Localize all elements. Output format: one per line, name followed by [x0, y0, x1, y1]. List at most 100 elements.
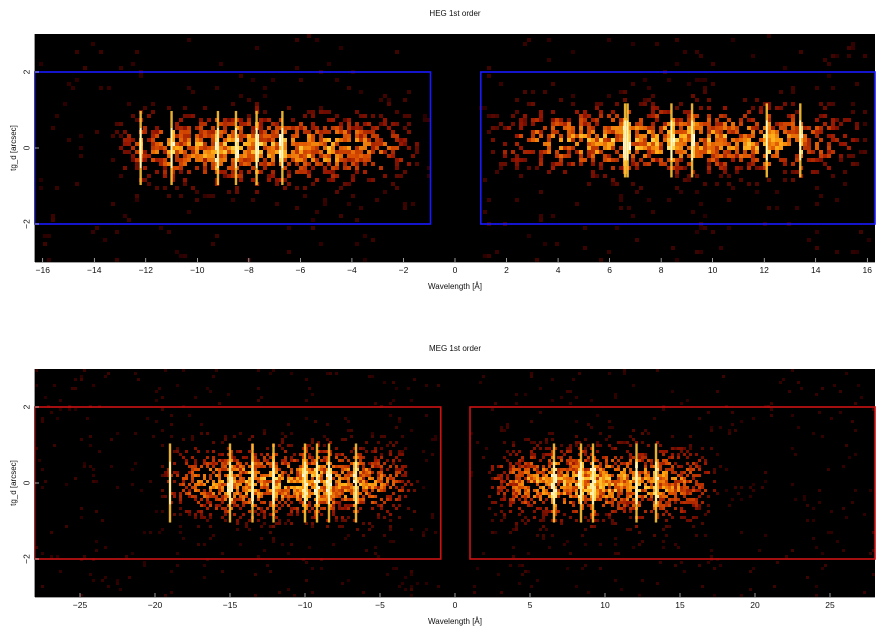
count-cell	[639, 126, 643, 130]
count-cell	[254, 594, 257, 597]
count-cell	[308, 504, 311, 507]
count-cell	[335, 471, 338, 474]
count-cell	[581, 492, 584, 495]
count-cell	[203, 489, 206, 492]
count-cell	[314, 492, 317, 495]
count-cell	[855, 126, 859, 130]
count-cell	[797, 381, 800, 384]
count-cell	[371, 146, 375, 150]
count-cell	[620, 474, 623, 477]
count-cell	[224, 519, 227, 522]
x-axis-label: Wavelength [Å]	[428, 282, 482, 291]
count-cell	[512, 528, 515, 531]
count-cell	[851, 42, 855, 46]
count-cell	[763, 154, 767, 158]
count-cell	[185, 462, 188, 465]
count-cell	[512, 546, 515, 549]
count-cell	[195, 138, 199, 142]
count-cell	[692, 498, 695, 501]
count-cell	[347, 489, 350, 492]
count-cell	[320, 459, 323, 462]
count-cell	[695, 465, 698, 468]
count-cell	[410, 585, 413, 588]
count-cell	[363, 234, 367, 238]
count-cell	[659, 480, 662, 483]
count-cell	[703, 226, 707, 230]
count-cell	[203, 564, 206, 567]
count-cell	[254, 453, 257, 456]
count-cell	[194, 489, 197, 492]
count-cell	[557, 489, 560, 492]
count-cell	[575, 468, 578, 471]
count-cell	[302, 483, 305, 486]
count-cell	[302, 465, 305, 468]
count-cell	[263, 465, 266, 468]
count-cell	[723, 154, 727, 158]
count-cell	[860, 396, 863, 399]
count-cell	[338, 507, 341, 510]
count-cell	[728, 432, 731, 435]
count-cell	[715, 118, 719, 122]
count-cell	[689, 444, 692, 447]
count-cell	[783, 178, 787, 182]
count-cell	[305, 465, 308, 468]
count-cell	[569, 480, 572, 483]
count-cell	[327, 154, 331, 158]
count-cell	[287, 513, 290, 516]
count-cell	[239, 126, 243, 130]
count-cell	[740, 420, 743, 423]
count-cell	[191, 186, 195, 190]
count-cell	[536, 465, 539, 468]
count-cell	[223, 130, 227, 134]
count-cell	[339, 150, 343, 154]
count-cell	[567, 126, 571, 130]
count-cell	[203, 492, 206, 495]
count-cell	[491, 138, 495, 142]
count-cell	[182, 477, 185, 480]
count-cell	[687, 110, 691, 114]
count-cell	[104, 375, 107, 378]
count-cell	[263, 166, 267, 170]
count-cell	[224, 465, 227, 468]
count-cell	[650, 483, 653, 486]
count-cell	[659, 477, 662, 480]
count-cell	[377, 459, 380, 462]
count-cell	[590, 489, 593, 492]
count-cell	[278, 486, 281, 489]
count-cell	[287, 588, 290, 591]
count-cell	[650, 510, 653, 513]
count-cell	[551, 519, 554, 522]
count-cell	[599, 495, 602, 498]
count-cell	[257, 519, 260, 522]
count-cell	[254, 477, 257, 480]
count-cell	[581, 498, 584, 501]
count-cell	[269, 570, 272, 573]
count-cell	[95, 549, 98, 552]
count-cell	[281, 498, 284, 501]
count-cell	[179, 150, 183, 154]
count-cell	[245, 462, 248, 465]
count-cell	[615, 102, 619, 106]
count-cell	[779, 106, 783, 110]
count-cell	[551, 483, 554, 486]
count-cell	[227, 504, 230, 507]
count-cell	[524, 516, 527, 519]
count-cell	[267, 134, 271, 138]
count-cell	[311, 459, 314, 462]
count-cell	[683, 178, 687, 182]
count-cell	[239, 471, 242, 474]
count-cell	[821, 435, 824, 438]
count-cell	[319, 134, 323, 138]
count-cell	[227, 150, 231, 154]
count-cell	[509, 480, 512, 483]
count-cell	[587, 456, 590, 459]
count-cell	[483, 210, 487, 214]
count-cell	[363, 134, 367, 138]
count-cell	[596, 459, 599, 462]
count-cell	[404, 465, 407, 468]
count-cell	[367, 150, 371, 154]
count-cell	[377, 516, 380, 519]
count-cell	[299, 166, 303, 170]
count-cell	[317, 441, 320, 444]
count-cell	[575, 134, 579, 138]
